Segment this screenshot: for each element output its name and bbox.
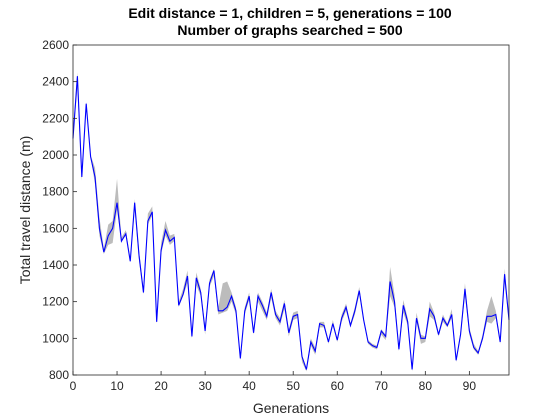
series-line (72, 76, 510, 370)
x-axis-label: Generations (253, 400, 329, 416)
x-tick-label: 50 (287, 379, 301, 393)
y-tick-label: 2200 (42, 111, 69, 125)
y-tick-label: 1200 (42, 295, 69, 309)
y-tick-label: 2000 (42, 148, 69, 162)
x-tick-label: 0 (70, 379, 77, 393)
chart-title-line-1: Edit distance = 1, children = 5, generat… (128, 5, 452, 21)
x-axis: 0 10 20 30 40 50 60 70 80 90 (70, 371, 477, 393)
y-tick-label: 1400 (42, 258, 69, 272)
x-tick-label: 30 (198, 379, 212, 393)
y-tick-label: 800 (49, 368, 69, 382)
y-tick-label: 2400 (42, 75, 69, 89)
y-tick-label: 1600 (42, 221, 69, 235)
y-axis-label: Total travel distance (m) (17, 136, 33, 285)
x-tick-label: 90 (463, 379, 477, 393)
y-tick-label: 2600 (42, 38, 69, 52)
plot-background (73, 45, 509, 375)
plot-frame (72, 44, 510, 376)
chart-title-line-2: Number of graphs searched = 500 (177, 22, 402, 38)
plot-area (72, 44, 510, 376)
x-tick-label: 60 (331, 379, 345, 393)
y-tick-label: 1800 (42, 185, 69, 199)
x-tick-label: 40 (242, 379, 256, 393)
x-tick-label: 80 (419, 379, 433, 393)
y-tick-label: 1000 (42, 331, 69, 345)
x-tick-label: 20 (154, 379, 168, 393)
y-axis: 800 1000 1200 1400 1600 1800 2000 2200 2400 2600 (42, 38, 77, 382)
x-tick-label: 10 (110, 379, 124, 393)
x-tick-label: 70 (375, 379, 389, 393)
